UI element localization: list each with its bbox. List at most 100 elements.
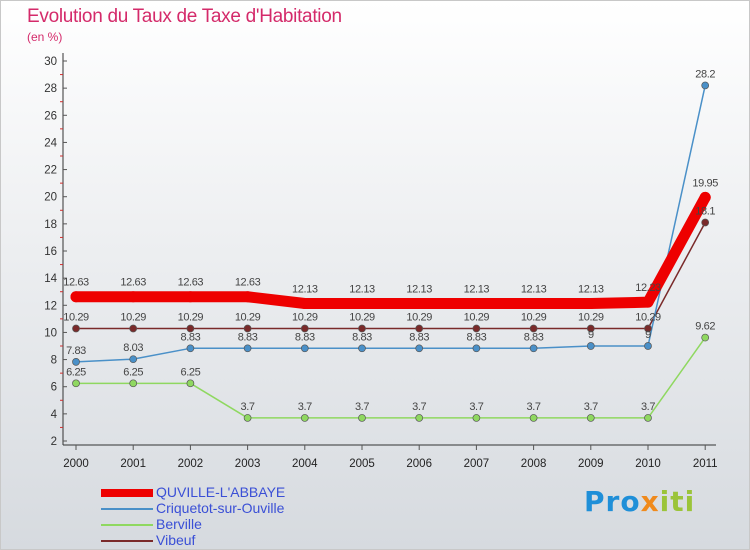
y-tick-label: 2	[51, 436, 57, 448]
data-label: 18.1	[695, 206, 715, 218]
data-point	[586, 324, 595, 333]
data-point	[644, 342, 652, 350]
y-tick-label: 22	[44, 165, 57, 177]
data-label: 3.7	[298, 401, 312, 413]
legend-label: Berville	[156, 516, 202, 532]
legend-label: Criquetot-sur-Ouville	[156, 500, 285, 516]
data-label: 10.29	[349, 311, 375, 323]
data-point	[472, 344, 481, 353]
data-label: 8.83	[295, 331, 315, 343]
data-point	[243, 344, 252, 353]
data-label: 19.95	[692, 177, 718, 189]
legend-item-ouville[interactable]: QUVILLE-L'ABBAYE	[101, 485, 361, 501]
y-tick-label: 28	[44, 83, 57, 95]
legend-item-criquetot[interactable]: Criquetot-sur-Ouville	[101, 501, 361, 517]
data-point	[242, 291, 254, 303]
series-line	[75, 336, 706, 419]
data-point	[642, 296, 654, 308]
series-line	[75, 84, 706, 363]
data-point	[415, 414, 424, 422]
data-label: 10.29	[635, 311, 661, 323]
data-point	[644, 414, 652, 422]
data-label: 8.83	[524, 331, 544, 343]
y-tick-label: 8	[51, 355, 57, 367]
data-label: 10.29	[292, 311, 318, 323]
data-label: 6.25	[123, 366, 143, 378]
legend-label: Vibeuf	[156, 532, 196, 548]
x-tick-label: 2005	[349, 458, 375, 470]
data-point	[300, 344, 309, 353]
data-point	[243, 324, 252, 333]
data-point	[415, 324, 424, 333]
data-label: 28.2	[695, 68, 715, 80]
data-label: 10.29	[63, 311, 89, 323]
data-label: 6.25	[180, 366, 200, 378]
x-tick-label: 2011	[693, 458, 718, 470]
data-label: 12.63	[235, 277, 261, 289]
y-tick-label: 30	[44, 56, 57, 68]
data-point	[470, 298, 482, 310]
legend-swatch-ouville	[101, 489, 153, 497]
data-label: 10.29	[406, 311, 432, 323]
data-label: 3.7	[469, 401, 483, 413]
data-label: 8.83	[466, 331, 486, 343]
x-tick-label: 2000	[63, 458, 89, 470]
data-point	[300, 324, 309, 333]
data-label: 3.7	[241, 401, 255, 413]
data-label: 3.7	[527, 401, 541, 413]
data-label: 12.13	[292, 284, 318, 296]
data-point	[528, 298, 540, 310]
x-tick-label: 2007	[464, 458, 490, 470]
data-point	[358, 324, 366, 333]
data-label: 12.13	[578, 284, 604, 296]
data-point	[243, 414, 252, 422]
data-point	[129, 379, 138, 388]
data-point	[129, 324, 138, 333]
legend-swatch-vibeuf	[101, 540, 153, 542]
series-line	[70, 191, 711, 310]
y-tick-label: 20	[44, 192, 57, 204]
x-tick-label: 2010	[635, 458, 661, 470]
data-point	[701, 333, 710, 342]
data-point	[472, 324, 481, 333]
data-label: 9.62	[695, 321, 715, 333]
data-point	[586, 342, 595, 350]
data-point	[699, 191, 711, 203]
data-point	[472, 414, 481, 422]
data-label: 9	[645, 329, 651, 341]
data-label: 8.83	[238, 331, 258, 343]
data-point	[300, 414, 309, 422]
data-point	[186, 324, 195, 333]
y-tick-label: 14	[44, 273, 57, 285]
legend-swatch-berville	[101, 524, 153, 526]
data-label: 10.29	[120, 311, 146, 323]
data-point	[358, 344, 366, 353]
data-point	[529, 414, 538, 422]
data-label: 10.29	[178, 311, 204, 323]
x-tick-label: 2009	[578, 458, 604, 470]
data-point	[701, 81, 710, 90]
legend-label: QUVILLE-L'ABBAYE	[156, 484, 286, 500]
legend: QUVILLE-L'ABBAYE Criquetot-sur-Ouville B…	[101, 485, 361, 549]
y-tick-label: 16	[44, 246, 57, 258]
data-point	[585, 298, 597, 310]
data-label: 12.63	[63, 277, 89, 289]
data-label: 12.23	[635, 282, 661, 294]
chart-subtitle: (en %)	[27, 30, 63, 44]
series-points	[70, 81, 711, 422]
data-point	[72, 379, 80, 388]
y-tick-label: 18	[44, 219, 57, 231]
data-point	[129, 355, 138, 364]
data-point	[70, 291, 82, 303]
data-point	[299, 298, 311, 310]
data-point	[413, 298, 425, 310]
data-label: 12.63	[178, 277, 204, 289]
data-label: 10.29	[464, 311, 490, 323]
series-line	[75, 221, 706, 330]
data-label: 10.29	[578, 311, 604, 323]
legend-item-berville[interactable]: Berville	[101, 517, 361, 533]
legend-item-vibeuf[interactable]: Vibeuf	[101, 533, 361, 549]
